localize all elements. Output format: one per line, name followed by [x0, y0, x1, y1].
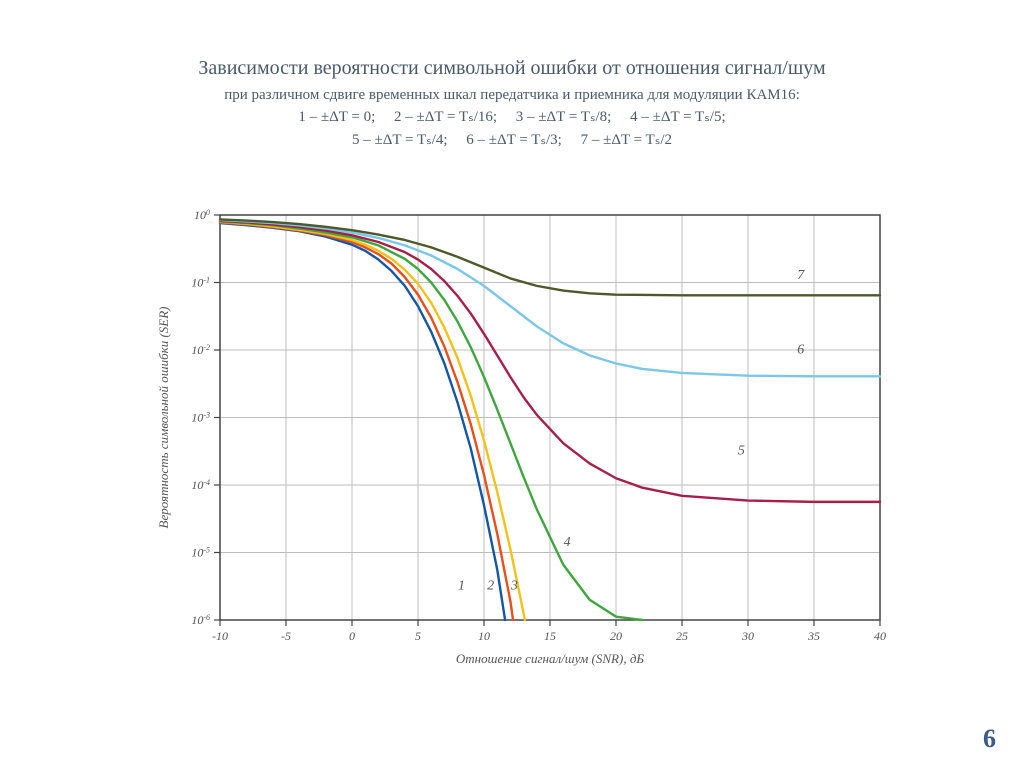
svg-text:10-4: 10-4 — [191, 478, 210, 493]
svg-text:10-1: 10-1 — [191, 275, 210, 290]
ser-vs-snr-chart: -10-5051015202530354010010-110-210-310-4… — [150, 205, 900, 675]
svg-text:25: 25 — [676, 629, 688, 643]
svg-text:Вероятность символьной ошибки: Вероятность символьной ошибки (SER) — [156, 307, 171, 529]
svg-text:20: 20 — [610, 629, 622, 643]
title-sub-3: 5 – ±ΔT = Tₛ/4; 6 – ±ΔT = Tₛ/3; 7 – ±ΔT … — [50, 130, 974, 150]
svg-text:40: 40 — [874, 629, 886, 643]
svg-text:4: 4 — [564, 535, 571, 550]
svg-text:30: 30 — [741, 629, 754, 643]
title-sub-1: при различном сдвиге временных шкал пере… — [50, 85, 974, 105]
svg-text:5: 5 — [415, 629, 421, 643]
svg-text:100: 100 — [194, 208, 210, 223]
svg-text:6: 6 — [797, 342, 804, 357]
svg-text:35: 35 — [807, 629, 820, 643]
svg-text:15: 15 — [544, 629, 556, 643]
svg-text:5: 5 — [738, 444, 745, 459]
title-main: Зависимости вероятности символьной ошибк… — [50, 56, 974, 81]
page-number: 6 — [983, 724, 996, 754]
svg-text:10-3: 10-3 — [191, 410, 210, 425]
svg-text:0: 0 — [349, 629, 355, 643]
svg-text:3: 3 — [510, 579, 518, 594]
svg-text:10: 10 — [478, 629, 490, 643]
title-block: Зависимости вероятности символьной ошибк… — [0, 56, 1024, 152]
svg-text:2: 2 — [487, 579, 494, 594]
svg-text:10-2: 10-2 — [191, 343, 210, 358]
svg-text:-5: -5 — [281, 629, 291, 643]
title-sub-2: 1 – ±ΔT = 0; 2 – ±ΔT = Tₛ/16; 3 – ±ΔT = … — [50, 107, 974, 127]
svg-text:10-6: 10-6 — [191, 613, 210, 628]
svg-text:10-5: 10-5 — [191, 545, 210, 560]
svg-text:Отношение сигнал/шум (SNR), дБ: Отношение сигнал/шум (SNR), дБ — [456, 651, 645, 666]
svg-text:7: 7 — [797, 268, 805, 283]
svg-text:-10: -10 — [212, 629, 228, 643]
svg-text:1: 1 — [458, 579, 465, 594]
